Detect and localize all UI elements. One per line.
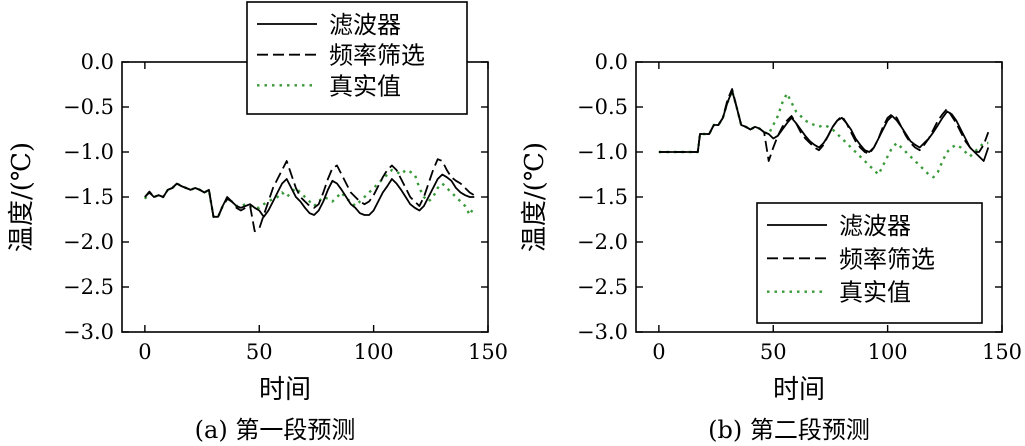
y-tick-label: −2.0 xyxy=(63,230,114,254)
y-tick-label: 0.0 xyxy=(595,50,628,74)
x-tick-label: 50 xyxy=(760,340,787,364)
y-tick-label: −3.0 xyxy=(63,320,114,344)
y-tick-label: −2.5 xyxy=(577,275,628,299)
panel-caption: (b) 第二段预测 xyxy=(708,416,870,444)
x-tick-label: 100 xyxy=(868,340,908,364)
y-tick-label: −2.5 xyxy=(63,275,114,299)
x-tick-label: 0 xyxy=(138,340,151,364)
legend-label: 频率筛选 xyxy=(329,42,425,70)
y-tick-label: −1.0 xyxy=(63,140,114,164)
series-line-dashed xyxy=(144,158,475,233)
x-tick-label: 0 xyxy=(652,340,665,364)
chart-panel-1: 0.0 −0.5 −1.0 −1.5 −2.0 −2.5 −3.0 0 50 100 150 滤波器频… xyxy=(7,1,508,444)
y-tick-label: −1.0 xyxy=(577,140,628,164)
y-axis-title: 温度/(℃) xyxy=(7,142,37,252)
x-tick-label: 150 xyxy=(468,340,508,364)
panel-caption: (a) 第一段预测 xyxy=(195,416,356,444)
y-tick-label: −2.0 xyxy=(577,230,628,254)
x-tick-label: 150 xyxy=(982,340,1022,364)
legend-label: 真实值 xyxy=(329,72,401,100)
legend-box xyxy=(756,202,983,324)
y-tick-label: −1.5 xyxy=(577,185,628,209)
y-tick-label: −0.5 xyxy=(577,95,628,119)
legend-label: 真实值 xyxy=(839,279,911,307)
series-line-solid xyxy=(144,173,475,218)
legend-label: 滤波器 xyxy=(329,11,401,39)
legend-label: 频率筛选 xyxy=(839,245,935,273)
x-tick-label: 50 xyxy=(246,340,273,364)
y-tick-label: −3.0 xyxy=(577,320,628,344)
chart-panel-2: 0.0 −0.5 −1.0 −1.5 −2.0 −2.5 −3.0 0 50 100 150 滤波器频… xyxy=(520,50,1022,444)
y-tick-label: 0.0 xyxy=(81,50,114,74)
y-axis-title: 温度/(℃) xyxy=(520,142,550,252)
x-tick-label: 100 xyxy=(354,340,394,364)
x-axis-title: 时间 xyxy=(259,375,311,405)
y-tick-label: −0.5 xyxy=(63,95,114,119)
series-line-dashed xyxy=(658,88,990,162)
y-tick-label: −1.5 xyxy=(63,185,114,209)
x-axis-title: 时间 xyxy=(773,375,825,405)
legend-box xyxy=(246,1,468,115)
legend-label: 滤波器 xyxy=(839,212,911,240)
series-line-solid xyxy=(658,89,990,162)
